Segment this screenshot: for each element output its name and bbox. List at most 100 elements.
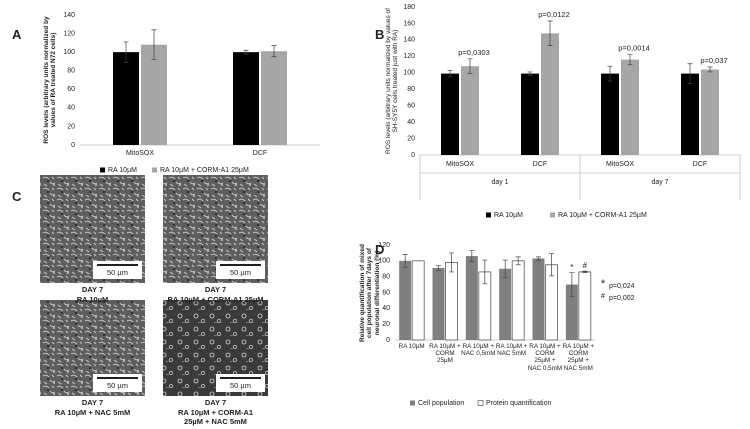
legend-swatch bbox=[100, 167, 105, 173]
error-bar bbox=[467, 58, 473, 74]
legend-swatch bbox=[152, 167, 157, 173]
y-tick-label: 40 bbox=[382, 305, 390, 312]
y-axis-label: ROS levels (arbitrary units normalized b… bbox=[384, 8, 399, 154]
x-tick-label: RA 10µM + CORM 25µM + NAC 0,5mM bbox=[527, 343, 563, 372]
bar bbox=[521, 73, 539, 155]
bar bbox=[411, 260, 425, 341]
micrograph-caption: RA 10µM + NAC 5mM bbox=[54, 407, 131, 417]
error-bar bbox=[515, 256, 521, 266]
bar bbox=[113, 52, 139, 146]
annotation: p=0,0303 bbox=[458, 48, 490, 57]
y-tick-label: 80 bbox=[67, 68, 75, 75]
error-bar bbox=[627, 54, 633, 65]
panel-label: D bbox=[375, 242, 385, 257]
y-tick-label: 180 bbox=[403, 4, 415, 11]
legend-label: RA 10µM bbox=[494, 212, 523, 219]
bar bbox=[499, 268, 512, 340]
y-tick-label: 100 bbox=[63, 49, 75, 56]
y-tick-label: 60 bbox=[382, 289, 390, 296]
bar bbox=[465, 256, 478, 340]
y-tick-label: 100 bbox=[378, 258, 390, 265]
micrograph-caption: DAY 7 bbox=[204, 398, 227, 407]
annotation: p=0,037 bbox=[700, 56, 727, 65]
bar bbox=[445, 262, 458, 341]
error-bar bbox=[447, 69, 453, 78]
error-bar bbox=[502, 259, 508, 278]
panel-label: C bbox=[12, 189, 22, 204]
y-tick-label: 120 bbox=[63, 30, 75, 37]
bar bbox=[532, 258, 545, 340]
bar bbox=[441, 73, 459, 155]
significance-marker: # bbox=[583, 261, 588, 270]
bar bbox=[399, 260, 412, 340]
bar bbox=[511, 260, 525, 341]
error-bar bbox=[607, 65, 613, 82]
x-tick-label: RA 10µM bbox=[398, 343, 425, 350]
error-bar bbox=[527, 71, 533, 76]
significance-symbol: * bbox=[601, 278, 606, 290]
scale-bar-label: 50 µm bbox=[230, 268, 251, 277]
y-tick-label: 40 bbox=[67, 105, 75, 112]
scale-bar-label: 50 µm bbox=[107, 381, 128, 390]
significance-label: p=0,024 bbox=[609, 283, 635, 290]
x-tick-label: DCF bbox=[253, 150, 267, 157]
micrograph-caption: DAY 7 bbox=[81, 398, 104, 407]
error-bar bbox=[569, 272, 575, 297]
panel-label: B bbox=[375, 27, 385, 42]
y-tick-label: 0 bbox=[411, 152, 415, 159]
y-tick-label: 40 bbox=[407, 119, 415, 126]
x-tick-label: RA 10µM + NAC 5mM bbox=[495, 343, 528, 358]
error-bar bbox=[449, 252, 454, 273]
annotation: p=0,0014 bbox=[618, 44, 650, 53]
x-tick-label: DCF bbox=[533, 161, 547, 168]
x-tick-label: MitoSOX bbox=[446, 161, 474, 168]
y-tick-label: 120 bbox=[403, 53, 415, 60]
bar bbox=[701, 69, 719, 155]
y-tick-label: 140 bbox=[403, 37, 415, 44]
bar bbox=[432, 267, 445, 340]
micrograph-caption: RA 10µM + CORM-A1 bbox=[177, 407, 254, 417]
x-tick-label: RA 10µM + NAC 0,5mM bbox=[461, 343, 496, 358]
y-axis-label: Relative quantification of mixed cell po… bbox=[358, 243, 381, 342]
legend-label: RA 10µM + CORM-A1 25µM bbox=[558, 212, 647, 219]
y-tick-label: 0 bbox=[386, 337, 390, 344]
error-bar bbox=[436, 265, 441, 271]
legend-swatch bbox=[486, 212, 491, 218]
bar bbox=[601, 73, 619, 155]
y-tick-label: 80 bbox=[382, 274, 390, 281]
error-bar bbox=[549, 253, 554, 277]
legend-label: Protein quantification bbox=[486, 400, 551, 407]
panel-label: A bbox=[12, 27, 22, 42]
bar bbox=[141, 44, 167, 145]
micrograph-caption: 25µM + NAC 5mM bbox=[184, 417, 247, 426]
y-tick-label: 160 bbox=[403, 20, 415, 27]
bar bbox=[621, 59, 639, 155]
y-tick-label: 120 bbox=[378, 242, 390, 249]
error-bar bbox=[271, 45, 277, 58]
significance-label: p=0,002 bbox=[609, 295, 635, 302]
x-tick-label: RA 10µM + CORM 25µM + NAC 5mM bbox=[562, 343, 595, 372]
y-tick-label: 0 bbox=[71, 142, 75, 149]
bar bbox=[578, 271, 592, 341]
y-tick-label: 20 bbox=[407, 135, 415, 142]
error-bar bbox=[536, 256, 541, 261]
bar bbox=[461, 66, 479, 155]
bar bbox=[233, 52, 259, 146]
error-bar bbox=[707, 66, 713, 73]
y-tick-label: 20 bbox=[382, 321, 390, 328]
error-bar bbox=[547, 20, 553, 46]
bar bbox=[261, 51, 287, 145]
y-tick-label: 100 bbox=[403, 70, 415, 77]
x-tick-label: RA 10µM + CORM 25µM bbox=[429, 343, 461, 365]
bar bbox=[565, 284, 578, 340]
micrograph-caption: DAY 7 bbox=[204, 285, 227, 294]
significance-marker: * bbox=[570, 263, 573, 272]
error-bar bbox=[243, 49, 249, 55]
y-axis-label: ROS levels (arbitrary units normalized b… bbox=[42, 16, 57, 144]
error-bar bbox=[469, 250, 475, 262]
y-tick-label: 20 bbox=[67, 123, 75, 130]
error-bar bbox=[582, 270, 588, 274]
legend-swatch bbox=[477, 400, 484, 406]
error-bar bbox=[123, 41, 129, 63]
error-bar bbox=[151, 29, 157, 60]
